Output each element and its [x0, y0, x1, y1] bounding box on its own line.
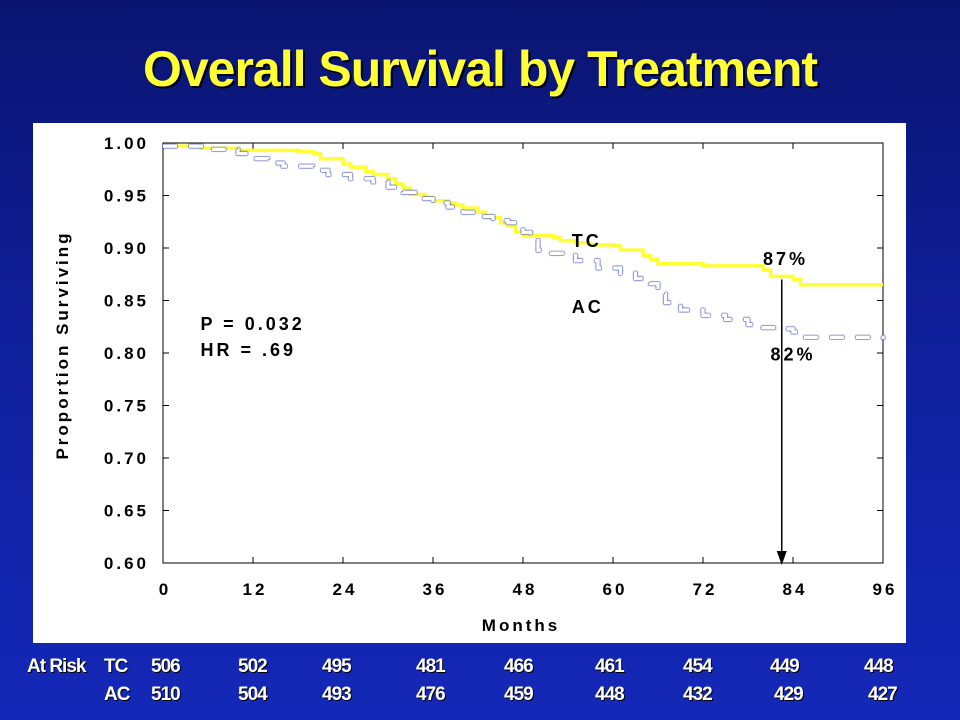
x-tick-label: 48 — [513, 580, 538, 599]
at-risk-value: 448 — [595, 684, 625, 705]
at-risk-value: 466 — [504, 656, 534, 677]
annotation-pvalue: P = 0.032 — [201, 314, 305, 334]
annotation-ac-pct: 82% — [771, 344, 816, 364]
annotation-hr: HR = .69 — [201, 340, 297, 360]
y-tick-label: 1.00 — [104, 134, 149, 153]
chart-panel — [33, 123, 906, 643]
at-risk-row-ac: AC 510 504 493 476 459 448 432 429 427 — [0, 684, 960, 708]
y-tick-labels: 1.00 0.95 0.90 0.85 0.80 0.75 0.70 0.65 0.60 — [104, 134, 149, 573]
annotation-ac-label: AC — [572, 297, 604, 317]
y-tick-label: 0.60 — [104, 554, 149, 573]
x-tick-label: 60 — [603, 580, 628, 599]
y-tick-label: 0.90 — [104, 239, 149, 258]
series-layer — [163, 144, 885, 340]
at-risk-value: 493 — [322, 684, 352, 705]
at-risk-value: 495 — [322, 656, 352, 677]
at-risk-row-tc: At Risk TC 506 502 495 481 466 461 454 449 448 — [0, 656, 960, 680]
tick-marks — [162, 142, 884, 564]
annotations: TC AC 87% 82% P = 0.032 HR = .69 — [201, 231, 816, 364]
at-risk-label: At Risk — [27, 656, 86, 677]
y-tick-label: 0.65 — [104, 502, 149, 521]
slide-title: Overall Survival by Treatment — [142, 41, 818, 97]
y-axis-label: Proportion Surviving — [53, 230, 72, 459]
at-risk-value: 476 — [416, 684, 446, 705]
series-line-tc — [163, 144, 883, 287]
at-risk-value: 432 — [683, 684, 713, 705]
x-tick-label: 72 — [693, 580, 718, 599]
y-tick-label: 0.80 — [104, 344, 149, 363]
x-tick-label: 84 — [783, 580, 808, 599]
x-tick-label: 24 — [333, 580, 358, 599]
x-tick-label: 0 — [159, 580, 171, 599]
arrow-head — [776, 551, 787, 565]
annotation-tc-pct: 87% — [763, 249, 808, 269]
x-tick-label: 12 — [243, 580, 268, 599]
at-risk-value: 449 — [770, 656, 800, 677]
reference-arrow — [776, 279, 787, 565]
annotation-tc-label: TC — [572, 231, 602, 251]
at-risk-value: 506 — [151, 656, 181, 677]
x-tick-label: 36 — [423, 580, 448, 599]
at-risk-value: 481 — [416, 656, 446, 677]
x-tick-labels: 0 12 24 36 48 60 72 84 96 — [159, 580, 898, 599]
y-tick-label: 0.70 — [104, 449, 149, 468]
series-line-ac — [163, 144, 885, 340]
at-risk-value: 427 — [868, 684, 898, 705]
y-tick-label: 0.85 — [104, 292, 149, 311]
x-axis-label: Months — [482, 616, 560, 635]
y-tick-label: 0.75 — [104, 397, 149, 416]
at-risk-value: 504 — [238, 684, 268, 705]
at-risk-group: TC — [104, 656, 128, 677]
at-risk-value: 454 — [683, 656, 713, 677]
x-tick-label: 96 — [873, 580, 898, 599]
at-risk-value: 429 — [774, 684, 804, 705]
at-risk-value: 448 — [864, 656, 894, 677]
at-risk-group: AC — [104, 684, 130, 705]
at-risk-value: 510 — [151, 684, 181, 705]
at-risk-value: 459 — [504, 684, 534, 705]
at-risk-value: 461 — [595, 656, 625, 677]
y-tick-label: 0.95 — [104, 187, 149, 206]
at-risk-value: 502 — [238, 656, 268, 677]
